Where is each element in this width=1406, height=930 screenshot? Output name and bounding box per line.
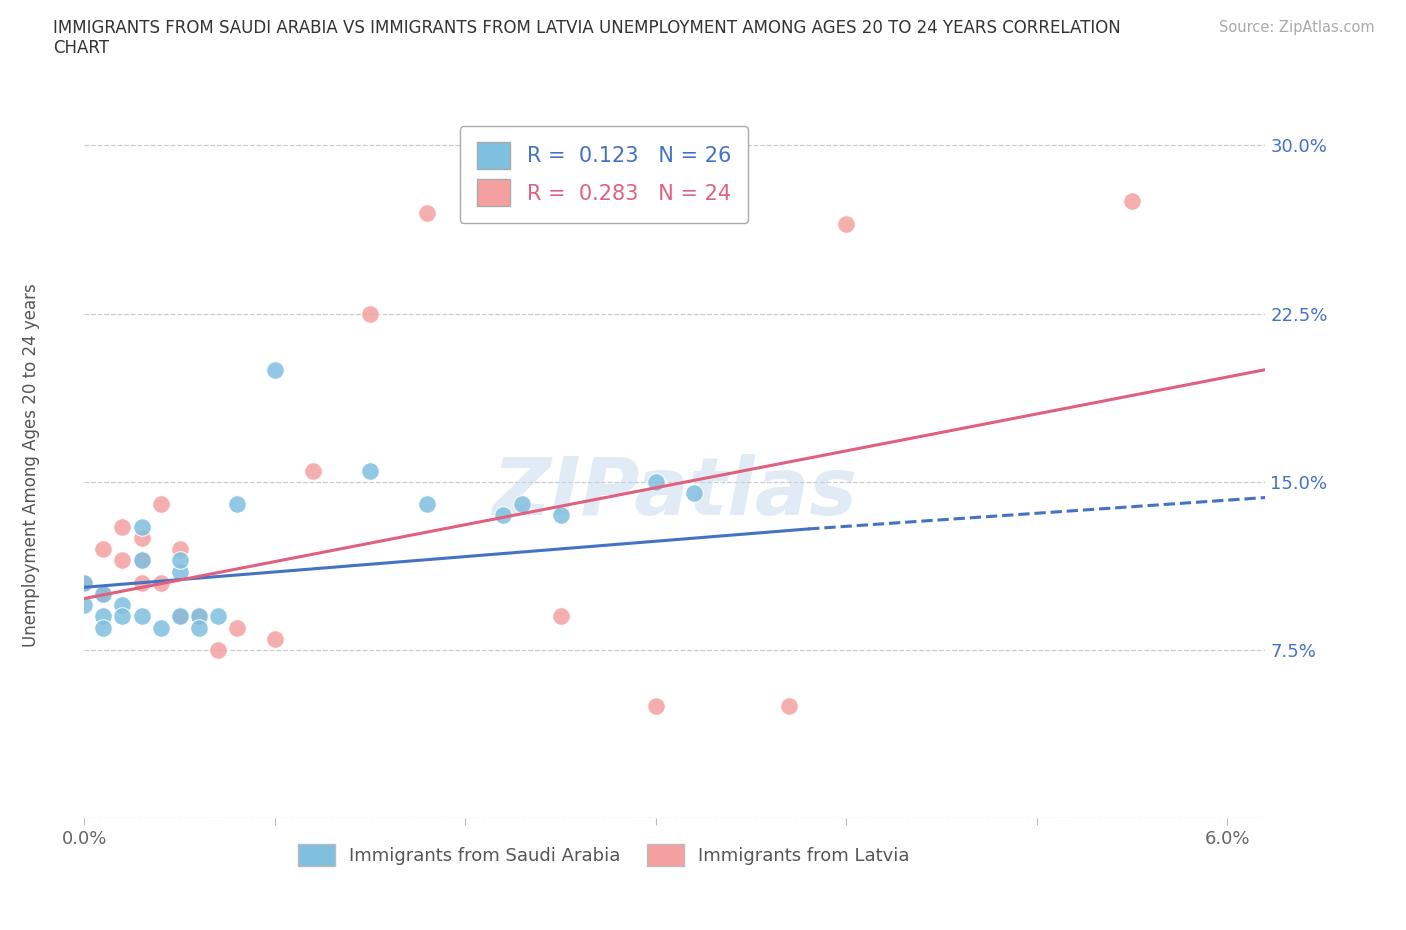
- Point: [302, 463, 325, 478]
- Point: [187, 620, 209, 635]
- Point: [93, 587, 115, 602]
- Point: [207, 609, 229, 624]
- Text: Unemployment Among Ages 20 to 24 years: Unemployment Among Ages 20 to 24 years: [22, 283, 39, 647]
- Point: [512, 497, 534, 512]
- Point: [778, 698, 800, 713]
- Point: [263, 362, 285, 377]
- Legend: Immigrants from Saudi Arabia, Immigrants from Latvia: Immigrants from Saudi Arabia, Immigrants…: [291, 836, 917, 873]
- Point: [263, 631, 285, 646]
- Point: [359, 306, 381, 321]
- Point: [835, 217, 858, 232]
- Point: [683, 485, 706, 500]
- Point: [73, 576, 96, 591]
- Point: [416, 497, 439, 512]
- Point: [73, 576, 96, 591]
- Text: CHART: CHART: [53, 39, 110, 57]
- Point: [93, 609, 115, 624]
- Point: [149, 620, 172, 635]
- Point: [207, 643, 229, 658]
- Point: [169, 541, 191, 556]
- Text: ZIPatlas: ZIPatlas: [492, 454, 858, 532]
- Point: [644, 474, 666, 489]
- Point: [93, 620, 115, 635]
- Point: [111, 609, 134, 624]
- Point: [93, 541, 115, 556]
- Point: [225, 620, 247, 635]
- Point: [550, 609, 572, 624]
- Point: [416, 206, 439, 220]
- Point: [187, 609, 209, 624]
- Point: [550, 508, 572, 523]
- Point: [131, 530, 153, 545]
- Point: [131, 609, 153, 624]
- Point: [131, 553, 153, 568]
- Point: [359, 463, 381, 478]
- Point: [492, 508, 515, 523]
- Point: [149, 497, 172, 512]
- Point: [169, 565, 191, 579]
- Text: Source: ZipAtlas.com: Source: ZipAtlas.com: [1219, 20, 1375, 35]
- Point: [187, 609, 209, 624]
- Point: [169, 609, 191, 624]
- Point: [131, 576, 153, 591]
- Point: [644, 698, 666, 713]
- Point: [111, 519, 134, 534]
- Point: [111, 598, 134, 613]
- Point: [131, 553, 153, 568]
- Point: [169, 609, 191, 624]
- Point: [225, 497, 247, 512]
- Point: [149, 576, 172, 591]
- Point: [169, 553, 191, 568]
- Point: [1121, 194, 1143, 209]
- Point: [93, 587, 115, 602]
- Text: IMMIGRANTS FROM SAUDI ARABIA VS IMMIGRANTS FROM LATVIA UNEMPLOYMENT AMONG AGES 2: IMMIGRANTS FROM SAUDI ARABIA VS IMMIGRAN…: [53, 19, 1121, 36]
- Point: [111, 553, 134, 568]
- Point: [131, 519, 153, 534]
- Point: [73, 598, 96, 613]
